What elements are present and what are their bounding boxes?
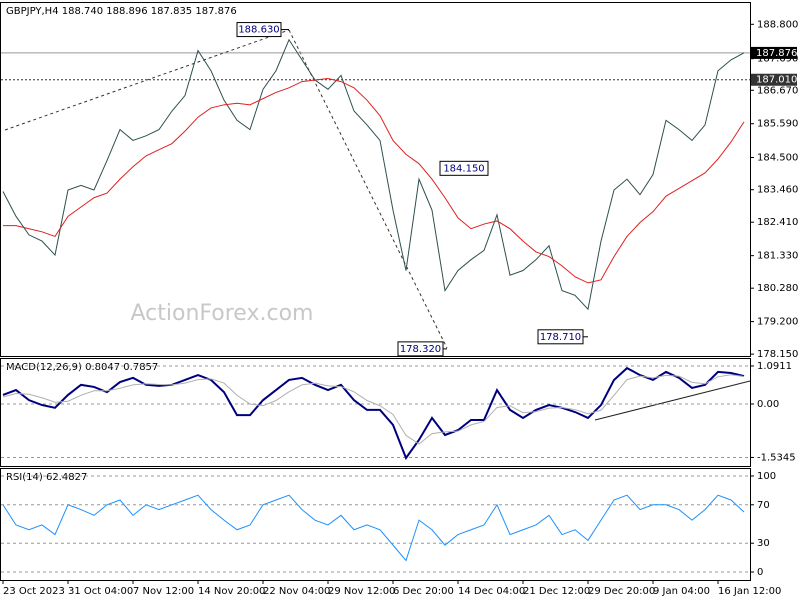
rsi-title: RSI(14) 62.4827 [6,472,87,483]
x-tick-label: 22 Nov 04:00 [263,586,330,597]
y-tick-label: 188.800 [757,19,798,30]
series-line [2,38,745,311]
y-tick-label: 187.690 [757,54,798,65]
y-tick-label: 182.410 [757,217,798,228]
x-tick-label: 23 Oct 2023 [3,586,65,597]
annotation-box [397,341,444,357]
level-box [751,46,797,59]
x-tick-label: 14 Nov 20:00 [198,586,265,597]
series-line [2,494,745,562]
annotation-box [236,22,282,38]
y-tick-label: 30 [757,538,770,549]
macd-panel [0,358,751,467]
macd-trend-line [594,380,751,421]
y-tick-label: 1.0911 [757,361,792,372]
annotation-box [537,329,584,345]
y-tick-label: 0 [757,567,763,578]
level-label: 187.010 [756,75,797,86]
x-tick-label: 29 Dec 20:00 [588,586,655,597]
y-tick-label: 100 [757,471,776,482]
chart-title: GBPJPY,H4 188.740 188.896 187.835 187.87… [6,6,237,17]
y-tick-label: 0.00 [757,399,779,410]
level-label: 187.876 [756,48,797,59]
y-tick-label: 70 [757,500,770,511]
y-tick-label: 181.330 [757,251,798,262]
x-tick-label: 6 Dec 20:00 [393,586,454,597]
annotation-label: 178.320 [400,344,441,355]
series-line [3,77,745,284]
series-line [2,374,745,445]
x-tick-label: 21 Dec 12:00 [523,586,590,597]
x-tick-label: 29 Nov 12:00 [328,586,395,597]
x-tick-label: 14 Dec 04:00 [458,586,525,597]
watermark: ActionForex.com [131,301,314,326]
annotation-label: 178.710 [540,332,581,343]
y-tick-label: 183.460 [757,185,798,196]
y-tick-label: 186.670 [757,85,798,96]
annotation-label: 188.630 [238,25,279,36]
x-tick-label: 16 Jan 12:00 [718,586,781,597]
y-tick-label: 185.590 [757,119,798,130]
x-tick-label: 31 Oct 04:00 [68,586,133,597]
annotation-label: 184.150 [443,163,484,174]
y-tick-label: 179.200 [757,317,798,328]
annotation-box [439,160,489,176]
rsi-panel [0,468,751,581]
y-tick-label: -1.5345 [757,452,796,463]
level-box [751,73,797,86]
x-tick-label: 7 Nov 12:00 [133,586,194,597]
y-tick-label: 184.500 [757,152,798,163]
series-line [2,366,745,461]
macd-title: MACD(12,26,9) 0.8047 0.7857 [6,362,158,373]
price-panel [0,2,751,357]
y-tick-label: 178.150 [757,349,798,360]
trend-line [288,29,448,349]
x-tick-label: 9 Jan 04:00 [653,586,710,597]
y-tick-label: 180.280 [757,283,798,294]
